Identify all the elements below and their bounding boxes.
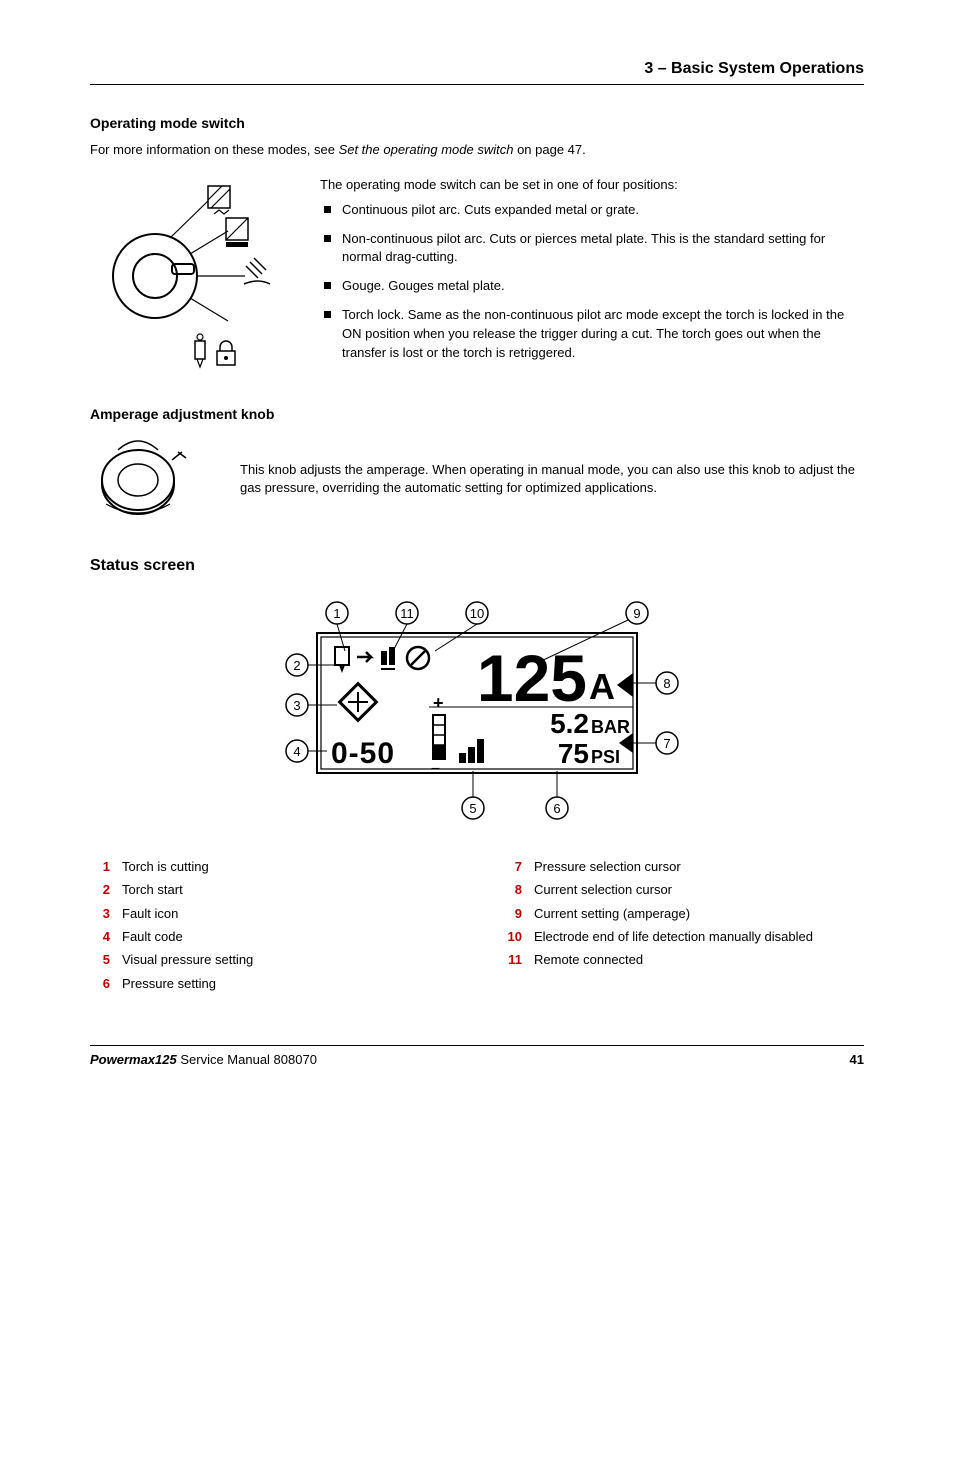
current-cursor-icon [617,673,633,697]
operating-mode-heading: Operating mode switch [90,115,864,131]
amperage-value: 125 [477,641,587,715]
callout-bubble: 10 [470,606,484,621]
legend-label: Pressure selection cursor [534,855,681,878]
footer-left: Powermax125 Service Manual 808070 [90,1052,317,1067]
legend-number: 2 [90,878,110,901]
psi-value: 75 [558,738,589,769]
bar-value: 5.2 [550,708,589,739]
legend-number: 7 [502,855,522,878]
amperage-knob-heading: Amperage adjustment knob [90,406,864,422]
svg-text:–: – [431,760,440,777]
intro-link: Set the operating mode switch [339,142,514,157]
status-screen-figure: 1 11 10 9 2 3 4 [90,593,864,833]
mode-switch-icon [100,176,280,376]
callout-bubble: 3 [293,698,300,713]
legend-number: 1 [90,855,110,878]
amperage-knob-text: This knob adjusts the amperage. When ope… [240,461,864,499]
legend-item: 9 Current setting (amperage) [502,902,864,925]
callout-bubble: 5 [469,801,476,816]
svg-text:+: + [433,693,444,713]
legend-number: 4 [90,925,110,948]
legend-label: Current selection cursor [534,878,672,901]
callout-bubble: 1 [333,606,340,621]
mode-bullet: Torch lock. Same as the non-continuous p… [320,306,864,363]
legend-item: 4 Fault code [90,925,452,948]
legend-number: 11 [502,948,522,971]
mode-switch-lead: The operating mode switch can be set in … [320,176,864,195]
amperage-knob-row: This knob adjusts the amperage. When ope… [90,432,864,527]
operating-mode-intro: For more information on these modes, see… [90,141,864,160]
legend-label: Torch start [122,878,183,901]
legend-number: 8 [502,878,522,901]
psi-unit: PSI [591,747,620,767]
fault-code-value: 0-50 [331,737,395,770]
legend-label: Remote connected [534,948,643,971]
callout-bubble: 6 [553,801,560,816]
legend-number: 5 [90,948,110,971]
legend-item: 6 Pressure setting [90,972,452,995]
amperage-unit: A [589,666,615,707]
legend-label: Pressure setting [122,972,216,995]
legend-label: Electrode end of life detection manually… [534,925,813,948]
legend-number: 10 [502,925,522,948]
legend-right-col: 7 Pressure selection cursor 8 Current sele… [502,855,864,995]
chapter-header: 3 – Basic System Operations [90,60,864,85]
callout-bubble: 11 [400,606,414,621]
status-screen-legend: 1 Torch is cutting 2 Torch start 3 Fault ic… [90,855,864,995]
callout-bubble: 4 [293,744,300,759]
legend-label: Torch is cutting [122,855,209,878]
intro-prefix: For more information on these modes, see [90,142,339,157]
lcd-display-icon: 1 11 10 9 2 3 4 [217,593,737,833]
legend-number: 6 [90,972,110,995]
mode-switch-text: The operating mode switch can be set in … [320,176,864,376]
legend-item: 5 Visual pressure setting [90,948,452,971]
mode-bullet: Gouge. Gouges metal plate. [320,277,864,296]
legend-left-col: 1 Torch is cutting 2 Torch start 3 Fault ic… [90,855,452,995]
legend-item: 10 Electrode end of life detection manual… [502,925,864,948]
knob-icon [90,432,200,522]
callout-bubble: 8 [663,676,670,691]
mode-bullet: Continuous pilot arc. Cuts expanded meta… [320,201,864,220]
legend-label: Fault icon [122,902,178,925]
legend-item: 2 Torch start [90,878,452,901]
operating-mode-row: The operating mode switch can be set in … [90,176,864,376]
legend-label: Fault code [122,925,183,948]
footer-rest: Service Manual 808070 [177,1052,317,1067]
mode-switch-bullets: Continuous pilot arc. Cuts expanded meta… [320,201,864,363]
mode-switch-figure [90,176,290,376]
footer-product: Powermax125 [90,1052,177,1067]
legend-item: 7 Pressure selection cursor [502,855,864,878]
page: 3 – Basic System Operations Operating mo… [0,0,954,1107]
legend-item: 1 Torch is cutting [90,855,452,878]
intro-suffix: on page 47. [513,142,585,157]
legend-number: 3 [90,902,110,925]
status-screen-heading: Status screen [90,557,864,575]
bar-unit: BAR [591,717,630,737]
mode-bullet: Non-continuous pilot arc. Cuts or pierce… [320,230,864,268]
amperage-knob-figure [90,432,210,527]
legend-number: 9 [502,902,522,925]
callout-bubble: 7 [663,736,670,751]
legend-item: 3 Fault icon [90,902,452,925]
legend-label: Current setting (amperage) [534,902,690,925]
legend-label: Visual pressure setting [122,948,253,971]
callout-bubble: 2 [293,658,300,673]
page-footer: Powermax125 Service Manual 808070 41 [90,1045,864,1067]
callout-bubble: 9 [633,606,640,621]
legend-item: 11 Remote connected [502,948,864,971]
legend-item: 8 Current selection cursor [502,878,864,901]
footer-page-number: 41 [850,1052,864,1067]
